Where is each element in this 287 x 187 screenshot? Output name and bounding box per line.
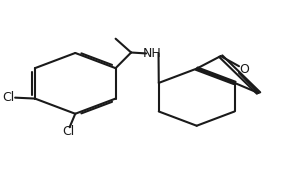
Text: Cl: Cl [62,125,74,138]
Text: Cl: Cl [3,91,15,104]
Text: O: O [239,63,249,76]
Text: NH: NH [143,47,162,60]
